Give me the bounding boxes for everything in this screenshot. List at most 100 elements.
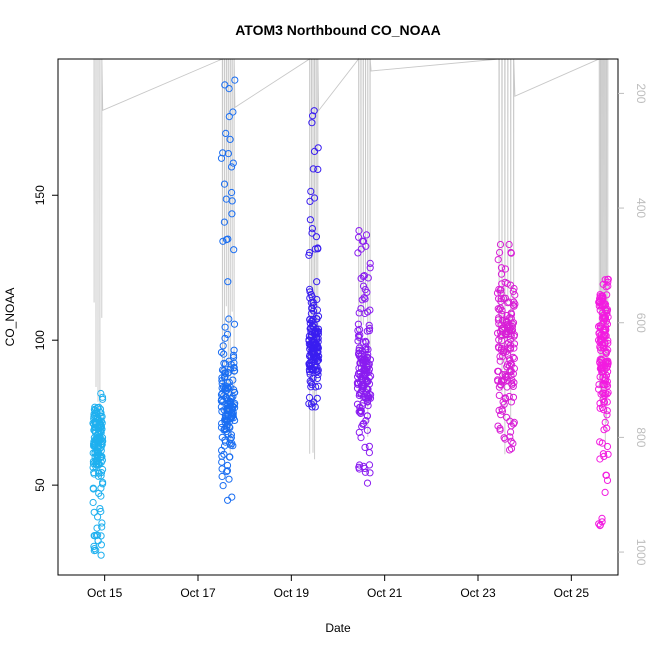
data-point [600,331,608,339]
data-point [497,264,506,272]
data-point [220,383,228,391]
y2-tick-label: 200 [634,83,648,103]
chart-title: ATOM3 Northbound CO_NOAA [235,22,441,38]
data-point [228,410,236,418]
data-point [604,275,612,283]
data-point [598,404,607,412]
data-point [507,371,515,379]
data-point [363,479,372,487]
data-point [217,348,226,356]
data-point [314,144,322,152]
data-point [306,197,314,205]
data-point [309,349,317,357]
data-point [309,165,317,173]
data-point [600,311,608,319]
data-point [498,280,506,288]
data-point [312,233,320,241]
data-point [230,388,238,397]
data-point [497,411,505,419]
data-point [363,412,371,420]
data-point [365,442,373,450]
data-point [218,458,226,466]
data-point [603,305,612,314]
x-tick-label: Oct 17 [180,586,216,600]
data-point [499,348,508,356]
data-point [358,376,366,384]
data-point [509,439,517,448]
data-point [494,367,502,375]
data-point [498,407,507,415]
data-point [496,240,505,249]
data-point [507,428,515,436]
axes-layer: Oct 15 Oct 17 Oct 19 Oct 21 Oct 23 Oct 25 50 10… [33,83,648,600]
data-point [603,411,611,419]
data-point [366,469,374,477]
data-point [219,342,227,350]
data-point [230,320,239,328]
y2-tick-label: 1000 [634,539,648,566]
x-tick-label: Oct 15 [87,586,123,600]
data-point [312,383,320,391]
data-point [507,445,516,453]
y-tick-label: 100 [33,330,47,350]
data-point [225,475,233,483]
data-point [310,147,319,155]
data-point [314,244,322,252]
data-point [503,376,511,384]
data-point [597,344,605,352]
data-point [361,337,370,345]
data-point [218,472,226,481]
data-point [603,377,612,386]
data-point [228,188,236,197]
data-point [220,406,228,414]
data-point [92,531,101,540]
y2-tick-label: 600 [634,313,648,333]
data-point [507,249,515,257]
data-point [363,384,371,392]
data-point [357,305,365,313]
data-point [96,454,104,462]
data-point [217,423,226,432]
data-point [509,287,517,296]
data-point [494,422,502,430]
data-point [494,377,502,385]
data-point [354,249,362,257]
data-point [313,278,321,286]
data-point [221,323,229,331]
data-point [218,374,226,382]
data-point [313,374,321,382]
data-point [602,471,610,479]
y2-tick-label: 800 [634,427,648,447]
data-point [313,315,321,323]
data-point [600,377,608,385]
data-point [96,420,105,428]
data-point [360,272,368,280]
data-point [500,434,508,442]
data-point [604,278,612,286]
data-point [96,505,104,513]
data-point [306,285,314,293]
data-point [599,450,608,458]
data-point [509,301,517,309]
y-tick-label: 150 [33,185,47,205]
data-point [505,240,513,249]
data-point [217,154,226,162]
data-point [366,259,374,267]
data-point [231,76,239,84]
data-point [97,551,105,559]
data-point [221,334,229,342]
data-point [502,348,510,356]
data-point [223,423,231,431]
data-point [313,295,321,304]
data-point [496,424,504,433]
data-point [502,413,511,421]
data-point [228,493,236,501]
plot-frame [57,58,619,576]
data-point [355,333,363,341]
data-point [501,435,509,443]
data-point [220,180,229,188]
data-point [308,229,316,237]
x-tick-label: Oct 21 [367,586,403,600]
data-point [365,390,373,398]
data-point [495,406,503,414]
